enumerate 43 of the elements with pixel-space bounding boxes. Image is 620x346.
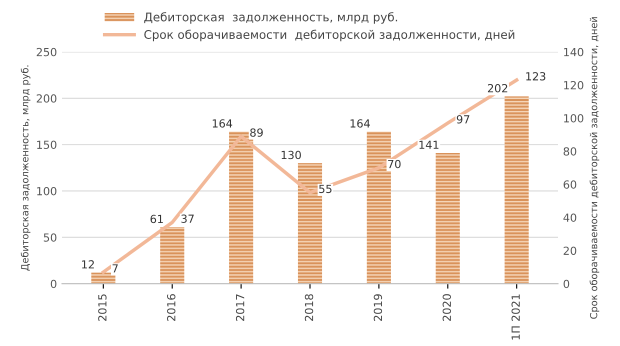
y2-tick-label: 40	[563, 213, 576, 222]
bar	[504, 96, 529, 284]
y2-tick-label: 0	[564, 280, 570, 288]
y2-tick-label: 120	[564, 80, 584, 90]
x-tick-label: 2017	[236, 294, 244, 321]
legend-label: Дебиторская задолженность, млрд руб.	[144, 12, 398, 24]
x-tick-label: 2018	[304, 294, 314, 321]
legend-label: Срок оборачиваемости дебиторской задолженности, дней	[144, 30, 514, 42]
x-tick-label: 1П 2021	[511, 294, 520, 340]
y-tick-label: 150	[37, 140, 56, 150]
data-label: 123	[526, 72, 546, 80]
y-tick-label: 0	[50, 280, 56, 288]
line-series	[102, 78, 518, 274]
y2-tick-label: 140	[564, 48, 584, 56]
data-label: 12	[82, 260, 94, 268]
data-label: 37	[181, 214, 194, 223]
y-tick-label: 250	[36, 48, 56, 56]
data-label: 97	[456, 115, 470, 124]
data-label: 70	[388, 160, 401, 168]
y-tick-label: 200	[36, 94, 56, 103]
y2-axis-title: Срок оборачиваемости дебиторской задолженности, дней	[590, 17, 600, 319]
data-label: 130	[282, 150, 301, 160]
x-tick-label: 2019	[374, 294, 382, 321]
y2-tick-label: 60	[564, 180, 576, 189]
y-axis-title: Дебиторская задолженность, млрд руб.	[20, 66, 30, 271]
data-label: 164	[212, 119, 232, 128]
data-label: 202	[488, 84, 508, 92]
data-label: 141	[419, 140, 438, 149]
x-tick-label: 2015	[98, 294, 107, 321]
y-tick-label: 100	[37, 186, 56, 196]
y-tick-label: 50	[44, 233, 56, 242]
data-label: 7	[112, 264, 118, 272]
bar	[436, 152, 460, 284]
y2-tick-label: 20	[564, 246, 576, 255]
bar	[160, 227, 184, 284]
data-label: 164	[350, 119, 370, 128]
x-tick-label: 2016	[167, 294, 176, 321]
data-label: 61	[150, 214, 163, 224]
data-label: 89	[250, 128, 263, 137]
y2-tick-label: 100	[564, 114, 584, 123]
data-label: 55	[319, 184, 332, 194]
x-tick-label: 2020	[442, 294, 451, 321]
y2-tick-label: 80	[564, 147, 576, 156]
